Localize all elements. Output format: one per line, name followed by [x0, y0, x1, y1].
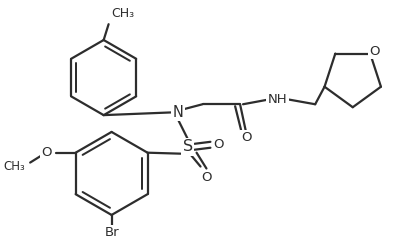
Text: O: O: [201, 171, 212, 184]
Text: N: N: [172, 105, 183, 120]
Text: CH₃: CH₃: [3, 160, 25, 173]
Text: CH₃: CH₃: [111, 7, 135, 20]
Text: O: O: [213, 138, 223, 151]
Text: O: O: [369, 45, 379, 58]
Text: S: S: [183, 139, 193, 154]
Text: Br: Br: [104, 226, 119, 239]
Text: O: O: [42, 146, 52, 159]
Text: NH: NH: [268, 93, 287, 106]
Text: O: O: [242, 131, 252, 144]
